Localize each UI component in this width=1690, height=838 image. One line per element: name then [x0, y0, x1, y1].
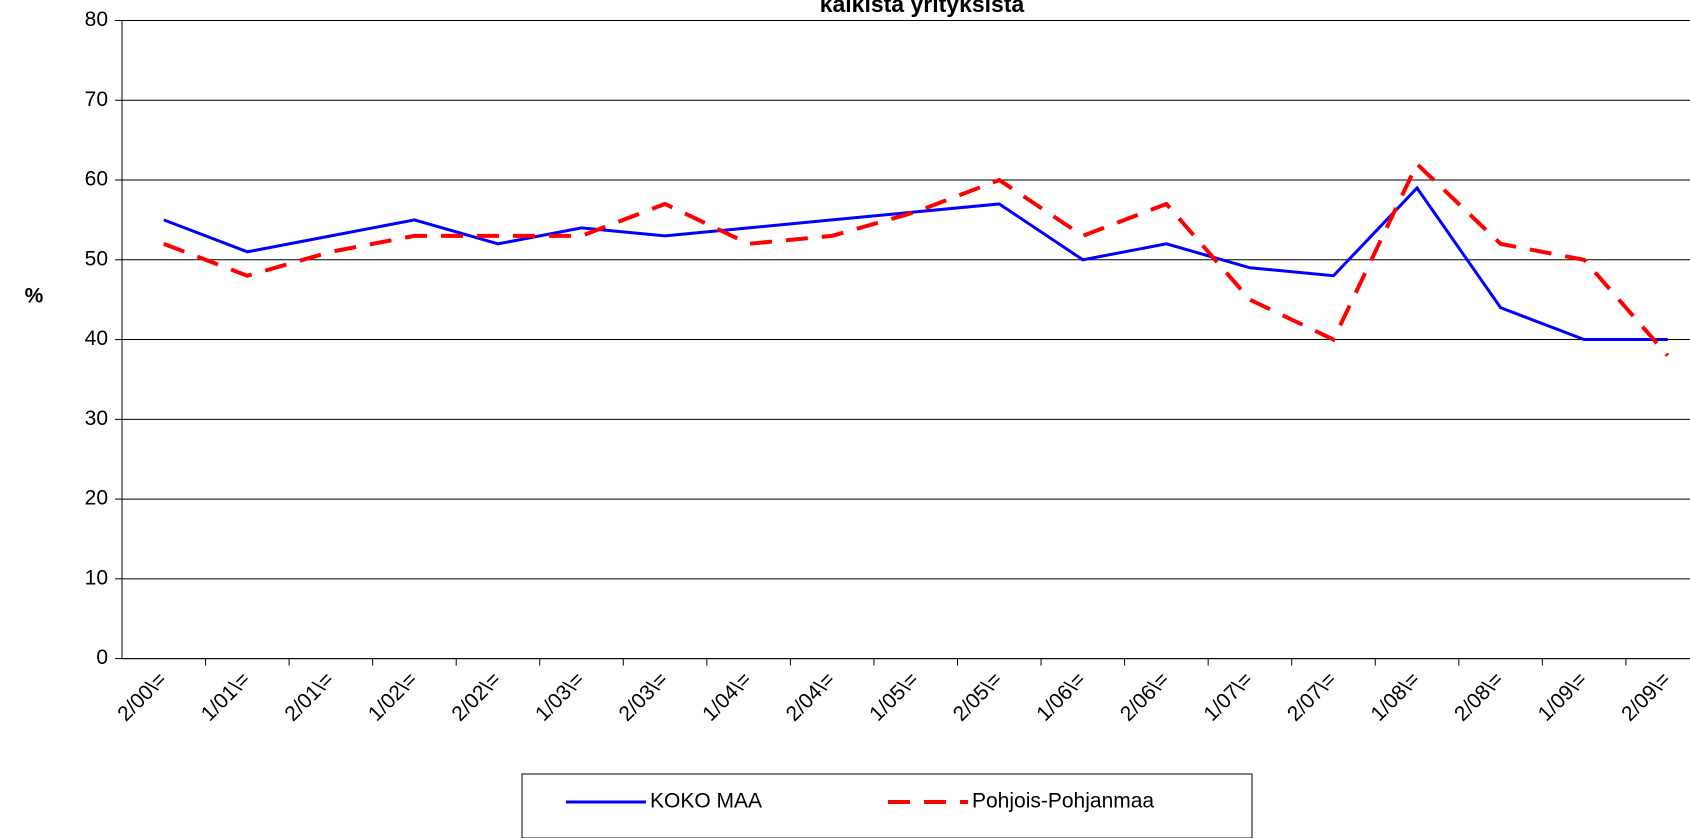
y-tick-label: 60 — [85, 168, 108, 191]
series-line — [163, 160, 1670, 357]
x-tick-label: 2/00\= — [113, 668, 171, 726]
legend-label: Pohjois-Pohjanmaa — [972, 790, 1154, 813]
chart-title: kaikista yrityksistä — [820, 0, 1025, 17]
x-tick-label: 2/04\= — [782, 668, 840, 726]
x-tick-label: 1/02\= — [364, 668, 422, 726]
y-tick-label: 0 — [96, 646, 108, 669]
x-tick-label: 2/06\= — [1116, 668, 1174, 726]
x-tick-label: 1/07\= — [1199, 668, 1257, 726]
x-tick-label: 2/09\= — [1617, 668, 1675, 726]
x-tick-label: 1/03\= — [531, 668, 589, 726]
x-tick-label: 1/05\= — [865, 668, 923, 726]
y-tick-label: 10 — [85, 566, 108, 589]
y-axis-label: % — [25, 285, 44, 308]
x-tick-label: 2/08\= — [1450, 668, 1508, 726]
y-tick-label: 80 — [85, 8, 108, 31]
legend-box — [521, 773, 1253, 838]
y-tick-label: 30 — [85, 407, 108, 430]
y-tick-label: 40 — [85, 327, 108, 350]
y-tick-label: 50 — [85, 247, 108, 270]
x-tick-label: 1/04\= — [698, 668, 756, 726]
series-line — [163, 185, 1668, 342]
y-tick-label: 70 — [85, 88, 108, 111]
x-tick-label: 2/01\= — [280, 668, 338, 726]
x-tick-label: 2/07\= — [1283, 668, 1341, 726]
x-tick-label: 2/05\= — [949, 668, 1007, 726]
legend-label: KOKO MAA — [650, 790, 762, 813]
x-tick-label: 2/03\= — [615, 668, 673, 726]
y-tick-label: 20 — [85, 487, 108, 510]
x-tick-label: 1/08\= — [1367, 668, 1425, 726]
x-tick-label: 1/01\= — [197, 668, 255, 726]
x-tick-label: 1/09\= — [1534, 668, 1592, 726]
x-tick-label: 1/06\= — [1032, 668, 1090, 726]
x-tick-label: 2/02\= — [447, 668, 505, 726]
